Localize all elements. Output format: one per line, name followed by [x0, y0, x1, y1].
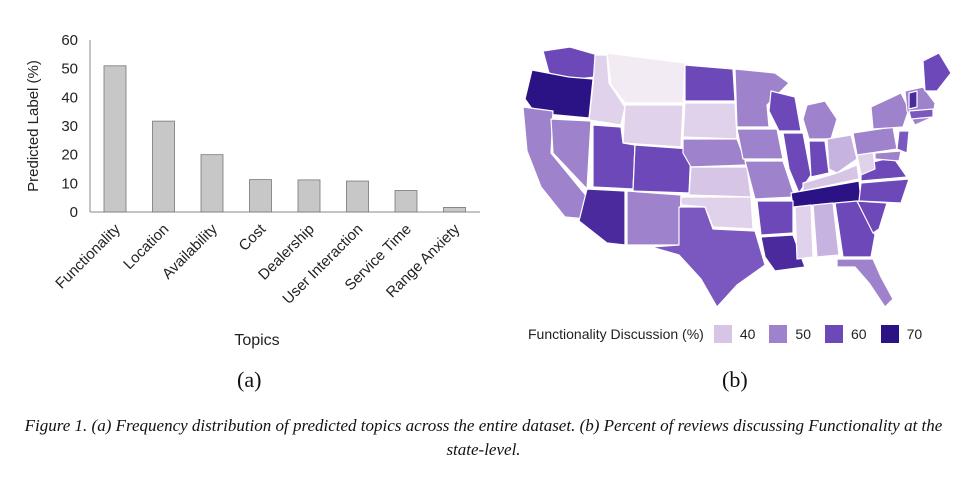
state-north-carolina: [858, 178, 910, 204]
state-georgia: [834, 200, 876, 258]
state-colorado: [632, 144, 692, 194]
us-choropleth-map: [522, 46, 952, 308]
legend-value-40: 40: [739, 326, 756, 342]
legend-item-60: 60: [825, 325, 867, 343]
bar: [346, 180, 369, 213]
state-florida: [836, 258, 894, 308]
state-maryland: [874, 150, 902, 162]
panel-label-b: (b): [722, 367, 748, 392]
state-nebraska: [682, 138, 748, 168]
legend-title: Functionality Discussion (%): [528, 326, 704, 342]
y-tick-label: 30: [61, 118, 78, 135]
y-tick-label: 40: [61, 89, 78, 106]
state-ohio: [826, 134, 858, 174]
state-michigan: [802, 100, 838, 140]
state-arizona: [578, 188, 626, 246]
panel-label-a: (a): [237, 367, 262, 392]
legend-item-40: 40: [713, 325, 756, 343]
legend-swatch-60: [825, 325, 843, 343]
bar: [249, 179, 272, 213]
bar: [443, 207, 466, 213]
bar: [394, 190, 418, 213]
x-axis-label: Topics: [234, 332, 279, 349]
state-minnesota: [734, 68, 790, 128]
figure-caption: Figure 1. (a) Frequency distribution of …: [24, 416, 943, 459]
x-tick-label: Cost: [235, 220, 269, 254]
state-wyoming: [622, 104, 684, 148]
state-kentucky: [802, 164, 860, 192]
state-new-jersey: [896, 130, 910, 154]
state-arkansas: [756, 200, 794, 236]
state-new-york: [870, 92, 910, 130]
legend-value-70: 70: [906, 326, 923, 342]
legend-swatch-70: [880, 325, 899, 343]
state-indiana: [808, 140, 830, 178]
bar: [297, 179, 321, 213]
state-montana: [606, 52, 686, 104]
topics-bar-chart: 0 10 20 30 40 50 60 Predicted Label (%) Topics Fu…: [25, 32, 480, 349]
state-pennsylvania: [852, 126, 898, 156]
legend-value-50: 50: [795, 326, 811, 342]
legend-swatch-50: [769, 325, 788, 343]
state-louisiana: [760, 234, 806, 272]
state-massachusetts: [908, 108, 934, 120]
state-alabama: [812, 202, 840, 258]
map-legend: Functionality Discussion (%) 40 50 60 70: [528, 322, 936, 346]
legend-item-50: 50: [769, 325, 811, 343]
state-maine: [922, 52, 952, 92]
x-tick-label: Functionality: [52, 220, 124, 292]
state-iowa: [736, 128, 784, 160]
state-south-dakota: [682, 102, 738, 140]
state-missouri: [744, 160, 796, 200]
state-north-dakota: [684, 64, 736, 102]
legend-value-60: 60: [851, 326, 867, 342]
legend-item-70: 70: [880, 325, 923, 343]
y-axis-label: Predicted Label (%): [25, 60, 42, 192]
bar: [103, 65, 127, 213]
y-tick-label: 20: [61, 147, 78, 164]
y-tick-label: 0: [70, 204, 78, 221]
state-texas: [650, 206, 766, 308]
state-wisconsin: [768, 90, 802, 132]
y-tick-label: 50: [61, 61, 78, 78]
y-tick-label: 60: [61, 32, 78, 49]
state-new-mexico: [626, 190, 682, 246]
bar: [200, 154, 224, 213]
bar: [152, 120, 175, 213]
state-mississippi: [794, 204, 814, 260]
legend-swatch-40: [713, 325, 732, 343]
y-tick-label: 10: [61, 175, 78, 192]
state-kansas: [688, 166, 752, 198]
state-vermont: [908, 90, 918, 110]
state-oklahoma: [680, 196, 754, 230]
